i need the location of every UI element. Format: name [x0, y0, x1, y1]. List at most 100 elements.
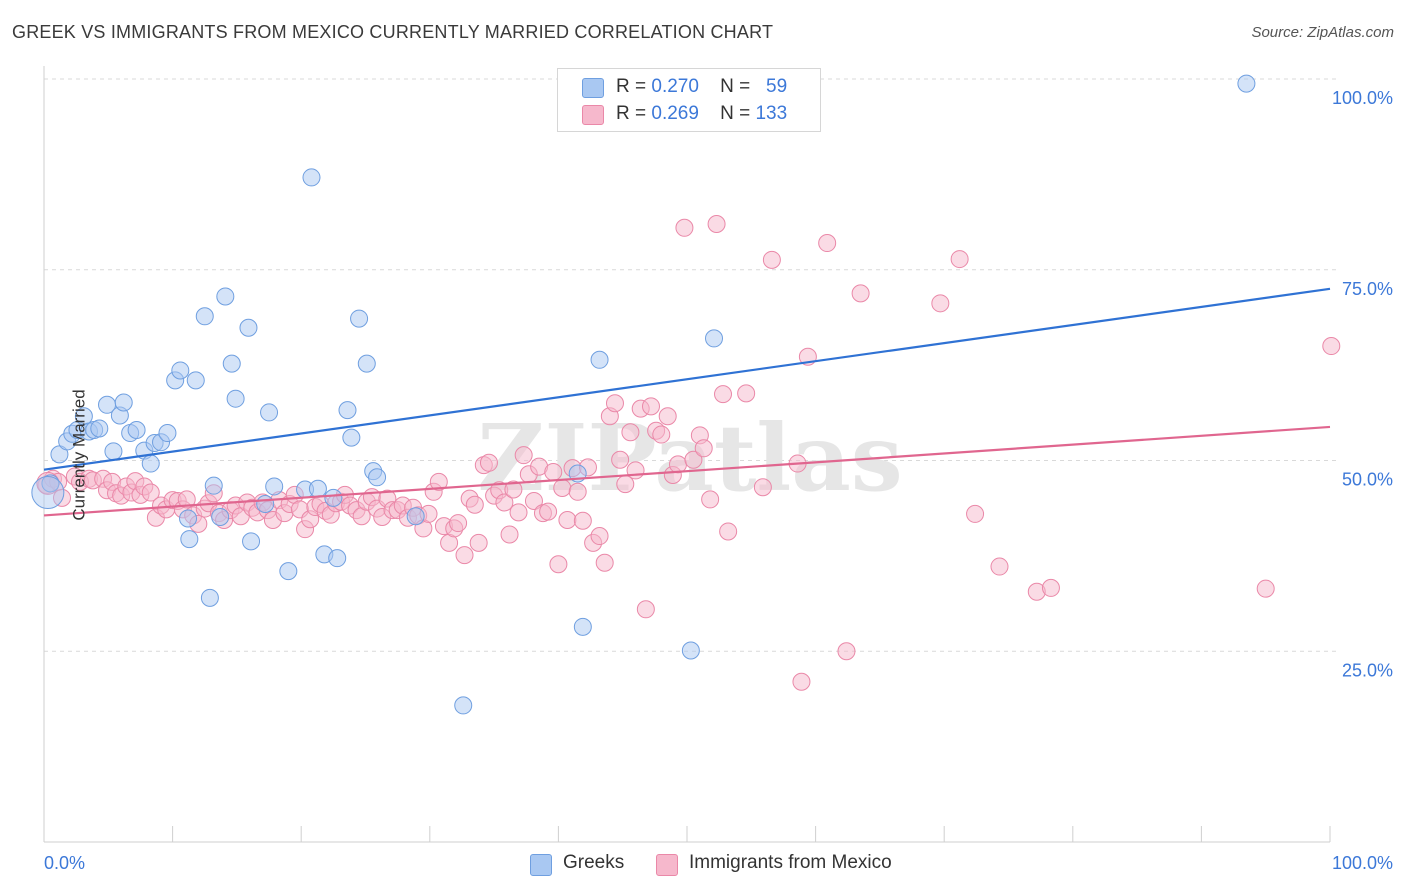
- data-point: [568, 482, 587, 501]
- data-point: [256, 494, 275, 513]
- data-point: [242, 532, 261, 551]
- data-point: [41, 474, 60, 493]
- data-point: [549, 555, 568, 574]
- chart-source: Source: ZipAtlas.com: [1251, 24, 1394, 41]
- x-tick-labels: 0.0% 100.0%: [44, 853, 1393, 873]
- data-point: [605, 394, 624, 413]
- legend-n-label: N =: [720, 103, 751, 124]
- data-point: [455, 546, 474, 565]
- data-point: [792, 672, 811, 691]
- data-point: [611, 450, 630, 469]
- data-point-cluster: [31, 476, 65, 510]
- data-point: [705, 329, 724, 348]
- data-point: [573, 511, 592, 530]
- data-point: [931, 294, 950, 313]
- data-point: [260, 403, 279, 422]
- data-point: [652, 425, 671, 444]
- data-point: [701, 490, 720, 509]
- data-point: [449, 514, 468, 533]
- data-point: [204, 476, 223, 495]
- data-point: [539, 502, 558, 521]
- y-tick-label: 100.0%: [1332, 88, 1393, 108]
- legend-swatch-greeks: [582, 78, 604, 98]
- data-point: [454, 696, 473, 715]
- data-point: [495, 493, 514, 512]
- data-point: [308, 479, 327, 498]
- data-point: [524, 491, 543, 510]
- legend-swatch-mexico: [582, 105, 604, 125]
- data-point: [684, 450, 703, 469]
- data-point: [141, 454, 160, 473]
- data-point: [265, 477, 284, 496]
- data-point: [590, 350, 609, 369]
- data-point: [465, 495, 484, 514]
- y-tick-label: 50.0%: [1342, 470, 1393, 490]
- legend-r-label: R =: [616, 76, 647, 97]
- data-point: [324, 488, 343, 507]
- x-tick-label-max: 100.0%: [1332, 853, 1393, 873]
- x-tick-label-min: 0.0%: [44, 853, 85, 873]
- y-tick-labels: 25.0% 50.0% 75.0% 100.0%: [1332, 88, 1393, 680]
- data-point: [406, 507, 425, 526]
- y-tick-label: 75.0%: [1342, 279, 1393, 299]
- data-point: [195, 307, 214, 326]
- data-point: [1322, 337, 1341, 356]
- legend-r-value: 0.269: [651, 103, 699, 124]
- trend-line-greeks: [43, 287, 1331, 471]
- y-axis-label: Currently Married: [69, 389, 89, 521]
- data-point: [171, 361, 190, 380]
- y-tick-label: 25.0%: [1342, 660, 1393, 680]
- data-point: [177, 490, 196, 509]
- bottom-legend-label-mexico: Immigrants from Mexico: [689, 852, 892, 873]
- data-point: [186, 371, 205, 390]
- bottom-legend-swatch-greeks: [530, 854, 552, 876]
- data-point: [368, 468, 387, 487]
- data-point: [158, 424, 177, 443]
- legend-n-value: 133: [755, 103, 788, 124]
- legend-n-value: 59: [766, 76, 788, 97]
- data-point: [590, 527, 609, 546]
- data-point: [851, 284, 870, 303]
- data-point: [668, 455, 687, 474]
- data-point: [694, 439, 713, 458]
- data-point: [509, 503, 528, 522]
- data-point: [104, 442, 123, 461]
- series-mexico: [36, 214, 1341, 691]
- data-point: [636, 600, 655, 619]
- data-point: [573, 617, 592, 636]
- trend-line-mexico: [43, 425, 1331, 517]
- data-point: [279, 562, 298, 581]
- data-point: [641, 397, 660, 416]
- axes: [43, 66, 1331, 843]
- legend-n-label: N =: [720, 76, 751, 97]
- data-point: [180, 530, 199, 549]
- data-point: [714, 385, 733, 404]
- data-point: [1041, 578, 1060, 597]
- data-point: [469, 533, 488, 552]
- bottom-legend-label-greeks: Greeks: [563, 852, 625, 873]
- data-point: [544, 462, 563, 481]
- data-point: [514, 446, 533, 465]
- data-point: [658, 407, 677, 426]
- data-point: [1256, 579, 1275, 598]
- data-point: [681, 641, 700, 660]
- data-point: [328, 549, 347, 568]
- data-point: [950, 250, 969, 269]
- data-point: [558, 511, 577, 530]
- stats-legend: R = 0.270 N = 59 R = 0.269 N = 133: [557, 68, 821, 132]
- data-point: [239, 318, 258, 337]
- data-point: [302, 168, 321, 187]
- data-point: [719, 522, 738, 541]
- data-point: [211, 507, 230, 526]
- data-point: [222, 354, 241, 373]
- data-point: [990, 557, 1009, 576]
- data-point: [53, 488, 72, 507]
- legend-r-label: R =: [616, 103, 647, 124]
- data-point: [429, 472, 448, 491]
- data-point: [179, 509, 198, 528]
- data-point: [675, 218, 694, 237]
- data-point: [595, 553, 614, 572]
- data-point: [966, 504, 985, 523]
- data-point: [553, 478, 572, 497]
